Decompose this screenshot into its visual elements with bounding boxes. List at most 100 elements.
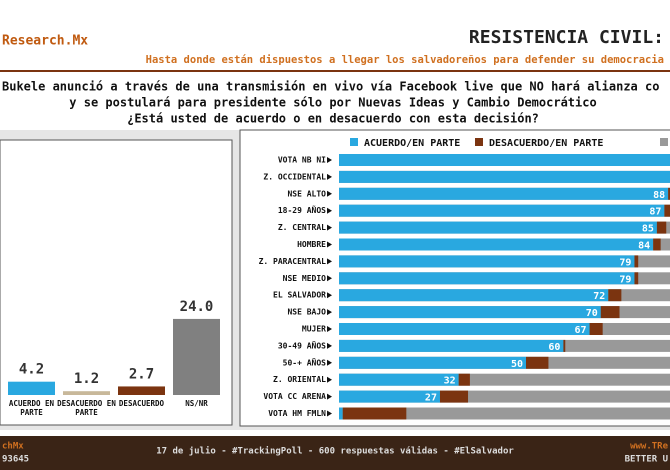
footer-center: 17 de julio - #TrackingPoll - 600 respue…	[156, 446, 514, 457]
bar-segment	[339, 323, 590, 335]
y-tick-label: Z. CENTRAL	[278, 223, 326, 232]
y-tick-label: NSE ALTO	[287, 189, 326, 198]
bar-segment	[339, 238, 654, 251]
y-tick-label: MUJER	[302, 325, 326, 334]
footer-right: www.TRe	[630, 442, 669, 452]
bar-segment	[600, 306, 620, 319]
bar-segment	[339, 356, 526, 369]
footer-right: BETTER U	[625, 455, 668, 465]
arrow	[327, 309, 332, 316]
value-label: 87	[649, 207, 661, 218]
x-tick-label: DESACUERDO EN PARTE	[57, 399, 116, 417]
track	[339, 407, 670, 420]
y-tick-label: EL SALVADOR	[273, 291, 326, 300]
question: Bukele anunció a través de una transmisi…	[2, 80, 659, 94]
bar-segment	[634, 272, 639, 285]
value-label: 2.7	[129, 366, 154, 382]
value-label: 88	[653, 190, 665, 201]
arrow	[327, 292, 332, 299]
y-tick-label: 30-49 AÑOS	[278, 340, 326, 350]
arrow	[327, 342, 332, 349]
bar-segment	[634, 255, 639, 268]
bar-segment	[668, 187, 670, 200]
legend-swatch	[350, 138, 358, 146]
arrow	[327, 173, 332, 180]
y-tick-label: VOTA HM FMLN	[268, 409, 326, 418]
bar-segment	[339, 272, 635, 285]
value-label: 79	[619, 274, 631, 285]
bar-segment	[563, 339, 566, 352]
value-label: 32	[444, 376, 456, 387]
bar-segment	[339, 339, 564, 352]
arrow	[327, 157, 332, 163]
question: ¿Está usted de acuerdo o en desacuerdo c…	[127, 112, 539, 126]
bar	[173, 318, 220, 395]
bar	[118, 386, 165, 395]
bar-segment	[653, 238, 661, 251]
legend-label: ACUERDO/EN PARTE	[364, 138, 460, 149]
value-label: 27	[425, 393, 437, 404]
value-label: 72	[593, 291, 605, 302]
bar-segment	[458, 373, 470, 386]
bar-segment	[339, 306, 601, 319]
bar-segment	[339, 390, 440, 403]
subtitle: Hasta donde están dispuestos a llegar lo…	[146, 54, 664, 66]
arrow	[327, 393, 332, 400]
bar-segment	[339, 204, 665, 217]
value-label: 84	[638, 241, 650, 252]
value-label: 79	[619, 257, 631, 268]
bar-segment	[339, 154, 670, 166]
arrow	[327, 207, 332, 214]
bar	[8, 381, 55, 395]
y-tick-label: Z. PARACENTRAL	[259, 257, 327, 266]
bar-segment	[339, 221, 657, 234]
brand: Research.Mx	[2, 34, 88, 49]
y-tick-label: NSE BAJO	[287, 308, 326, 317]
y-tick-label: 50-+ AÑOS	[283, 357, 327, 367]
value-label: 67	[575, 325, 587, 336]
y-tick-label: NSE MEDIO	[283, 274, 327, 283]
value-label: 85	[642, 224, 654, 235]
bar	[63, 391, 110, 395]
bar-segment	[339, 407, 343, 420]
bar-segment	[339, 255, 635, 268]
legend-label: DESACUERDO/EN PARTE	[489, 138, 603, 149]
x-tick-label: DESACUERDO	[119, 399, 165, 408]
y-tick-label: VOTA CC ARENA	[263, 392, 326, 401]
y-tick-label: VOTA NB NI	[278, 156, 326, 165]
value-label: 24.0	[180, 299, 214, 315]
bar-segment	[526, 356, 549, 369]
arrow	[327, 258, 332, 265]
bar-segment	[342, 407, 407, 420]
value-label: 60	[548, 342, 560, 353]
y-tick-label: Z. OCCIDENTAL	[263, 172, 326, 181]
question: y se postulará para presidente sólo por …	[69, 96, 596, 110]
bar-segment	[339, 170, 670, 183]
legend-swatch	[475, 138, 483, 146]
footer-left: chMx	[2, 442, 24, 452]
arrow	[327, 275, 332, 282]
footer-left: 93645	[2, 455, 29, 465]
bar-segment	[339, 373, 459, 386]
legend-swatch	[660, 138, 668, 146]
y-tick-label: HOMBRE	[297, 240, 326, 249]
arrow	[327, 410, 332, 417]
title: RESISTENCIA CIVIL:	[469, 27, 664, 48]
bar-segment	[339, 187, 669, 200]
x-tick-label: ACUERDO EN PARTE	[9, 399, 55, 417]
y-tick-label: 18-29 AÑOS	[278, 205, 326, 215]
bar-segment	[608, 289, 622, 302]
arrow	[327, 376, 332, 383]
arrow	[327, 190, 332, 197]
arrow	[327, 241, 332, 248]
bar-segment	[339, 289, 609, 302]
value-label: 50	[511, 359, 523, 370]
bar-segment	[664, 204, 670, 217]
x-tick-label: NS/NR	[185, 399, 208, 408]
y-tick-label: Z. ORIENTAL	[273, 375, 326, 384]
value-label: 4.2	[19, 362, 44, 378]
value-label: 1.2	[74, 371, 99, 387]
bar-segment	[589, 323, 603, 335]
bar-segment	[656, 221, 667, 234]
